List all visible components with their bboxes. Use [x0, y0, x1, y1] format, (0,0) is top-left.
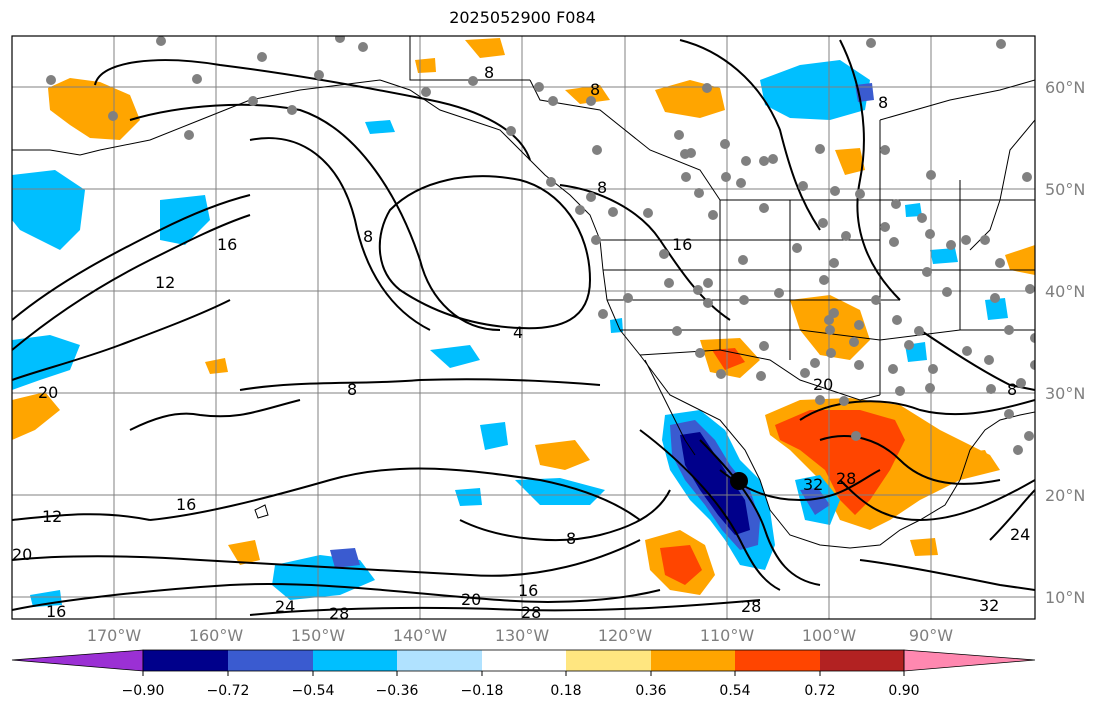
- contour-lines: [12, 39, 1035, 616]
- contour-label: 20: [461, 590, 481, 609]
- contour-label: 16: [217, 235, 237, 254]
- lon-label-150w: 150°W: [290, 626, 346, 645]
- colorbar-segment: [482, 650, 566, 671]
- colorbar-segment: [143, 650, 228, 671]
- lat-label-50n: 50°N: [1045, 180, 1086, 199]
- contour-label: 8: [566, 529, 576, 548]
- contour-label: 24: [275, 597, 295, 616]
- lat-label-60n: 60°N: [1045, 78, 1086, 97]
- lon-label-100w: 100°W: [801, 626, 857, 645]
- negative-anomaly-shading: [12, 60, 1008, 607]
- contour-label: 32: [803, 475, 823, 494]
- colorbar-segment: [735, 650, 820, 671]
- lon-label-110w: 110°W: [699, 626, 755, 645]
- colorbar-tick-label: −0.54: [291, 683, 335, 699]
- colorbar-tick-label: −0.72: [206, 683, 250, 699]
- contour-label: 8: [347, 380, 357, 399]
- map-frame: [11, 35, 1036, 620]
- colorbar-segment: [313, 650, 397, 671]
- positive-anomaly-shading: [12, 38, 1035, 595]
- contour-label: 8: [363, 227, 373, 246]
- contour-label: 8: [597, 178, 607, 197]
- colorbar-tick-label: −0.18: [460, 683, 504, 699]
- contour-label: 8: [590, 80, 600, 99]
- colorbar-tick-label: 0.36: [635, 683, 667, 699]
- contour-label: 8: [878, 93, 888, 112]
- colorbar-segment: [566, 650, 651, 671]
- colorbar-low-extension: [11, 649, 144, 672]
- colorbar-tick-label: −0.36: [375, 683, 419, 699]
- contour-label: 16: [672, 235, 692, 254]
- lon-label-160w: 160°W: [188, 626, 244, 645]
- colorbar-high-extension: [903, 649, 1036, 672]
- colorbar-tick-label: 0.72: [804, 683, 836, 699]
- contour-label: 20: [12, 545, 32, 564]
- colorbar: [11, 649, 1036, 676]
- lon-label-130w: 130°W: [494, 626, 550, 645]
- map-title: 2025052900 F084: [449, 8, 596, 27]
- contour-label: 24: [1010, 525, 1030, 544]
- lat-label-20n: 20°N: [1045, 486, 1086, 505]
- lat-label-40n: 40°N: [1045, 282, 1086, 301]
- contour-label: 28: [329, 604, 349, 623]
- contour-label: 4: [513, 323, 523, 342]
- colorbar-segment: [651, 650, 735, 671]
- contour-label: 32: [979, 596, 999, 615]
- contour-label: 28: [521, 603, 541, 622]
- colorbar-segment: [397, 650, 482, 671]
- colorbar-tick-label: 0.54: [719, 683, 751, 699]
- lon-label-140w: 140°W: [392, 626, 448, 645]
- contour-label: 20: [38, 383, 58, 402]
- colorbar-tick-label: 0.90: [888, 683, 920, 699]
- contour-label: 16: [176, 495, 196, 514]
- colorbar-tick-label: −0.90: [121, 683, 165, 699]
- colorbar-segment: [820, 650, 904, 671]
- contour-label: 8: [1007, 380, 1017, 399]
- storm-center-marker: [730, 472, 748, 490]
- contour-label: 28: [836, 469, 856, 488]
- lat-label-10n: 10°N: [1045, 588, 1086, 607]
- contour-label: 16: [46, 602, 66, 621]
- lon-label-170w: 170°W: [86, 626, 142, 645]
- colorbar-segment: [228, 650, 313, 671]
- contour-label: 16: [518, 581, 538, 600]
- contour-label: 8: [484, 63, 494, 82]
- lat-label-30n: 30°N: [1045, 384, 1086, 403]
- contour-label-layer: 8 8 8 8 8 4 8 12 16 16 20 12 16 20 16 24…: [12, 63, 1030, 623]
- contour-label: 12: [155, 273, 175, 292]
- lon-label-120w: 120°W: [597, 626, 653, 645]
- contour-label: 28: [741, 597, 761, 616]
- contour-label: 12: [42, 507, 62, 526]
- colorbar-tick-label: 0.18: [550, 683, 582, 699]
- lon-label-90w: 90°W: [908, 626, 954, 645]
- station-markers: [46, 36, 1035, 455]
- contour-label: 20: [813, 375, 833, 394]
